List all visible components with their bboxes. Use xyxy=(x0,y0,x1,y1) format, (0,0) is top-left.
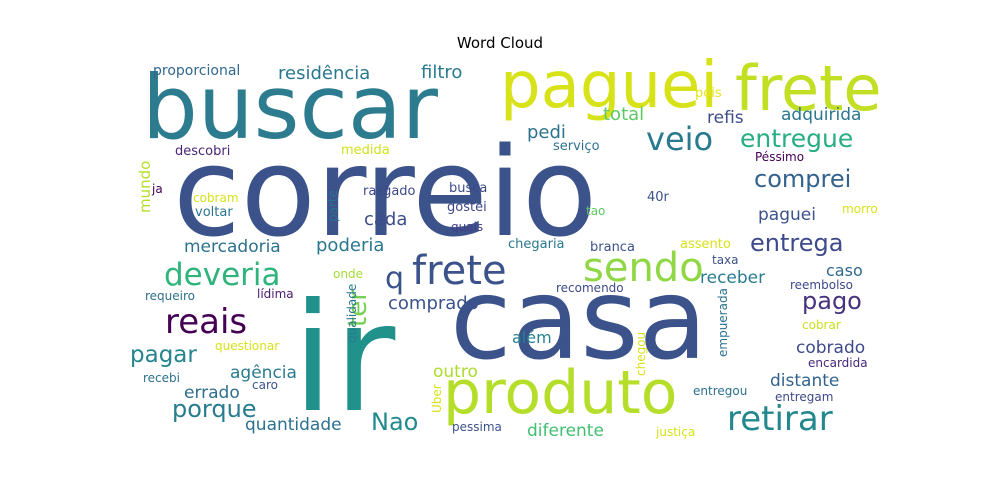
word-44: proporcional xyxy=(153,63,240,79)
word-62: chegaria xyxy=(508,237,565,252)
word-63: branca xyxy=(590,240,635,255)
word-13: reais xyxy=(165,302,247,342)
chart-title: Word Cloud xyxy=(456,34,544,52)
word-3: ir xyxy=(292,272,396,446)
word-40: quantidade xyxy=(245,415,342,435)
word-26: adquirida xyxy=(781,105,861,125)
word-83: justiça xyxy=(655,425,695,439)
word-48: medida xyxy=(341,143,390,158)
word-73: cobrar xyxy=(802,318,841,332)
word-6: paguei xyxy=(500,49,718,123)
word-1: correio xyxy=(173,122,597,265)
word-24: filtro xyxy=(421,62,462,83)
word-15: Nao xyxy=(371,408,418,436)
word-23: residência xyxy=(278,63,370,84)
word-21: q xyxy=(385,261,404,296)
word-77: recebi xyxy=(143,371,180,385)
word-29: paguei xyxy=(758,205,816,225)
word-74: questionar xyxy=(215,339,279,353)
word-65: taxa xyxy=(712,253,739,267)
word-9: sendo xyxy=(583,245,704,291)
word-54: parte xyxy=(326,190,340,222)
word-12: veio xyxy=(646,120,713,158)
word-11: deveria xyxy=(164,257,281,293)
word-68: requeiro xyxy=(145,289,195,303)
word-7: frete xyxy=(735,52,882,125)
word-70: qualidade xyxy=(345,284,359,343)
word-71: empuerada xyxy=(716,288,730,357)
word-30: cada xyxy=(364,209,407,230)
word-43: outro xyxy=(433,362,478,382)
word-27: refis xyxy=(707,108,744,128)
word-78: caro xyxy=(252,378,278,392)
word-66: onde xyxy=(333,267,363,281)
word-57: gostei xyxy=(447,200,487,215)
word-38: agência xyxy=(230,363,297,383)
word-32: poderia xyxy=(316,235,384,256)
word-61: morro xyxy=(842,202,878,216)
word-49: Péssimo xyxy=(755,150,804,164)
word-46: serviço xyxy=(553,139,600,154)
word-20: pagar xyxy=(130,342,197,368)
word-79: Uber xyxy=(430,384,444,413)
word-19: porque xyxy=(172,395,257,423)
word-8: frete xyxy=(412,248,507,294)
word-31: mercadoria xyxy=(184,237,281,257)
word-53: voltar xyxy=(195,205,233,220)
word-45: pois xyxy=(695,86,722,101)
word-16: comprei xyxy=(754,165,851,193)
word-60: 40r xyxy=(647,190,670,205)
word-18: pago xyxy=(802,287,862,315)
word-25: total xyxy=(603,104,644,125)
word-39: errado xyxy=(184,383,240,403)
word-36: cobrado xyxy=(796,338,865,358)
word-69: lídima xyxy=(257,287,294,301)
word-14: entregue xyxy=(740,124,853,153)
word-64: assento xyxy=(680,237,731,252)
word-51: ja xyxy=(151,182,163,196)
word-42: além xyxy=(512,328,552,347)
word-56: busca xyxy=(449,181,487,196)
word-67: recomendo xyxy=(556,281,624,295)
word-81: entregam xyxy=(775,390,833,404)
word-52: cobram xyxy=(193,191,239,205)
word-59: tao xyxy=(586,204,605,218)
word-28: pedi xyxy=(527,122,566,143)
word-33: caso xyxy=(826,261,863,280)
word-37: distante xyxy=(770,371,839,391)
word-34: receber xyxy=(700,268,765,288)
word-80: entregou xyxy=(693,384,747,398)
word-72: reembolso xyxy=(790,278,853,292)
word-75: chegou xyxy=(634,332,648,376)
word-5: produto xyxy=(443,358,678,428)
word-2: casa xyxy=(450,255,707,385)
word-35: comprado xyxy=(388,293,479,314)
word-41: diferente xyxy=(527,421,604,441)
word-76: encardida xyxy=(808,356,868,370)
word-17: entrega xyxy=(750,229,843,257)
word-4: buscar xyxy=(142,56,439,159)
word-50: mundo xyxy=(136,161,154,213)
word-22: ter xyxy=(343,290,373,327)
word-58: quais xyxy=(451,220,483,234)
word-47: descobri xyxy=(175,144,230,159)
word-82: pessima xyxy=(452,420,502,434)
word-55: rasgado xyxy=(363,184,416,199)
word-10: retirar xyxy=(727,399,833,439)
